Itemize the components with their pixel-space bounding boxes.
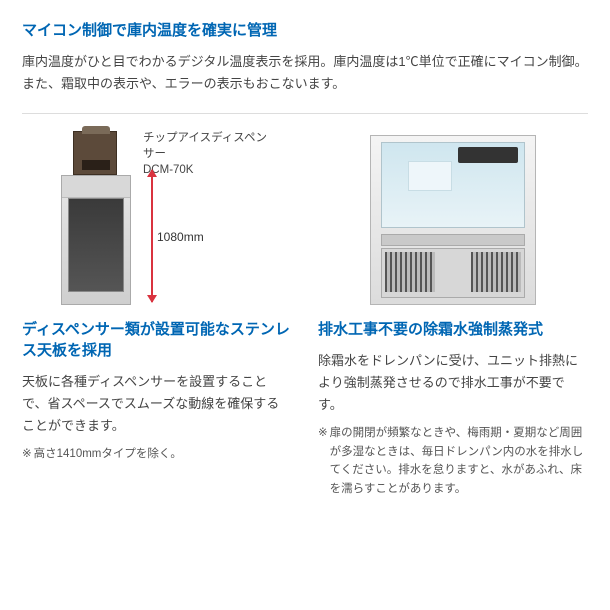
drain-unit-illustration <box>348 135 558 305</box>
two-column-row: チップアイスディスペンサー DCM-70K 1080mm ディスペンサー類が設置… <box>22 130 588 498</box>
heading-drain: 排水工事不要の除霜水強制蒸発式 <box>318 319 588 340</box>
ice-dispenser-unit <box>73 131 117 175</box>
note-asterisk: ※ <box>318 424 328 498</box>
divider <box>22 113 588 114</box>
cabinet-body <box>61 175 131 305</box>
note-drain: ※ 扉の開閉が頻繁なときや、梅雨期・夏期など周囲が多湿なときは、毎日ドレンパン内… <box>318 424 588 498</box>
body-dispenser: 天板に各種ディスペンサーを設置することで、省スペースでスムーズな動線を確保するこ… <box>22 371 292 437</box>
cabinet-top <box>62 176 130 198</box>
note-dispenser: ※ 高さ1410mmタイプを除く。 <box>22 445 292 463</box>
dispenser-illustration: チップアイスディスペンサー DCM-70K 1080mm <box>47 130 267 305</box>
unit-mid-band <box>381 234 525 246</box>
column-drain: 排水工事不要の除霜水強制蒸発式 除霜水をドレンパンに受け、ユニット排熱により強制… <box>318 130 588 498</box>
vent-right <box>471 252 521 292</box>
column-dispenser: チップアイスディスペンサー DCM-70K 1080mm ディスペンサー類が設置… <box>22 130 292 498</box>
note-asterisk: ※ <box>22 445 32 463</box>
heading-microcomputer: マイコン制御で庫内温度を確実に管理 <box>22 20 588 41</box>
dispenser-slot <box>82 160 110 170</box>
figure-drain-unit <box>318 130 588 305</box>
dispenser-label-line1: チップアイスディスペンサー <box>143 132 267 160</box>
cabinet-door <box>68 198 124 292</box>
unit-sticker <box>408 161 452 191</box>
section-microcomputer: マイコン制御で庫内温度を確実に管理 庫内温度がひと目でわかるデジタル温度表示を採… <box>22 20 588 95</box>
note-drain-text: 扉の開閉が頻繁なときや、梅雨期・夏期など周囲が多湿なときは、毎日ドレンパン内の水… <box>330 424 588 498</box>
heading-dispenser: ディスペンサー類が設置可能なステンレス天板を採用 <box>22 319 292 361</box>
unit-body <box>370 135 536 305</box>
body-microcomputer: 庫内温度がひと目でわかるデジタル温度表示を採用。庫内温度は1℃単位で正確にマイコ… <box>22 51 588 95</box>
vent-left <box>385 252 435 292</box>
dispenser-lid <box>82 126 110 134</box>
dimension-value: 1080mm <box>157 230 204 244</box>
body-drain: 除霜水をドレンパンに受け、ユニット排熱により強制蒸発させるので排水工事が不要です… <box>318 350 588 416</box>
unit-control-panel <box>458 147 518 163</box>
arrow-vertical <box>151 170 153 302</box>
figure-dispenser: チップアイスディスペンサー DCM-70K 1080mm <box>22 130 292 305</box>
unit-glass <box>381 142 525 228</box>
note-dispenser-text: 高さ1410mmタイプを除く。 <box>34 445 292 463</box>
